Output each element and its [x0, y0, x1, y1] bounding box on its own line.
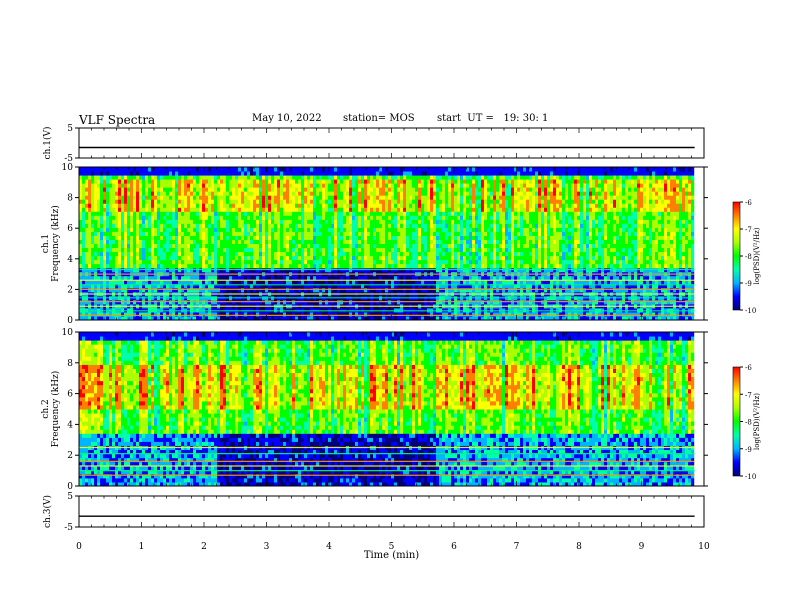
x-tick-label: 5 [389, 542, 395, 552]
y-tick-label: 5 [67, 124, 73, 134]
y-tick-label: 6 [67, 224, 73, 234]
x-tick-label: 2 [201, 542, 207, 552]
spectrogram-ch1 [79, 167, 695, 321]
colorbar-tick-label: -8 [745, 419, 752, 427]
colorbar-tick-label: -7 [745, 226, 752, 234]
y-tick-label: 2 [67, 451, 73, 461]
date-label: May 10, 2022 [252, 113, 322, 124]
colorbar-tick-label: -10 [745, 473, 756, 481]
y-axis-label: ch.1 [41, 234, 51, 253]
start-time-label: start UT = 19: 30: 1 [437, 113, 549, 124]
y-axis-label: Frequency (kHz) [50, 371, 61, 448]
colorbar-tick-label: -7 [745, 391, 752, 399]
y-tick-label: 8 [67, 359, 73, 369]
y-tick-label: 0 [67, 316, 73, 326]
y-tick-label: 0 [67, 482, 73, 492]
colorbar-tick-label: -6 [745, 364, 752, 372]
x-tick-label: 4 [326, 542, 332, 552]
colorbar-tick-label: -9 [745, 446, 752, 454]
x-tick-label: 1 [139, 542, 145, 552]
y-tick-label: 2 [67, 285, 73, 295]
y-tick-label: 10 [62, 163, 74, 173]
x-axis-label: Time (min) [364, 550, 419, 561]
y-tick-label: 4 [67, 255, 73, 265]
x-tick-label: 7 [514, 542, 520, 552]
colorbar-tick-label: -10 [745, 307, 756, 315]
y-axis-label: ch.3(V) [42, 495, 53, 528]
x-tick-label: 6 [451, 542, 457, 552]
figure-title: VLF Spectra [79, 113, 156, 127]
station-label: station= MOS [343, 113, 415, 124]
y-tick-label: 8 [67, 194, 73, 204]
y-tick-label: 6 [67, 390, 73, 400]
y-tick-label: 5 [67, 492, 73, 502]
y-axis-label: Frequency (kHz) [50, 205, 61, 282]
spectrogram-ch2 [79, 332, 695, 487]
y-tick-label: -5 [64, 523, 73, 533]
y-tick-label: -5 [64, 154, 73, 164]
colorbar-tick-label: -8 [745, 253, 752, 261]
x-tick-label: 9 [639, 542, 645, 552]
colorbar [732, 366, 741, 477]
x-tick-label: 0 [76, 542, 82, 552]
x-tick-label: 8 [576, 542, 582, 552]
colorbar-label: log(PSD)(V²/Hz) [753, 393, 761, 450]
y-axis-label: ch.1(V) [42, 127, 53, 160]
colorbar-label: log(PSD)(V²/Hz) [753, 227, 761, 284]
x-tick-label: 10 [698, 542, 710, 552]
colorbar-tick-label: -9 [745, 280, 752, 288]
colorbar-tick-label: -6 [745, 199, 752, 207]
x-tick-label: 3 [264, 542, 270, 552]
y-tick-label: 10 [62, 328, 74, 338]
y-tick-label: 4 [67, 420, 73, 430]
y-axis-label: ch.2 [41, 399, 51, 418]
colorbar [732, 201, 741, 311]
